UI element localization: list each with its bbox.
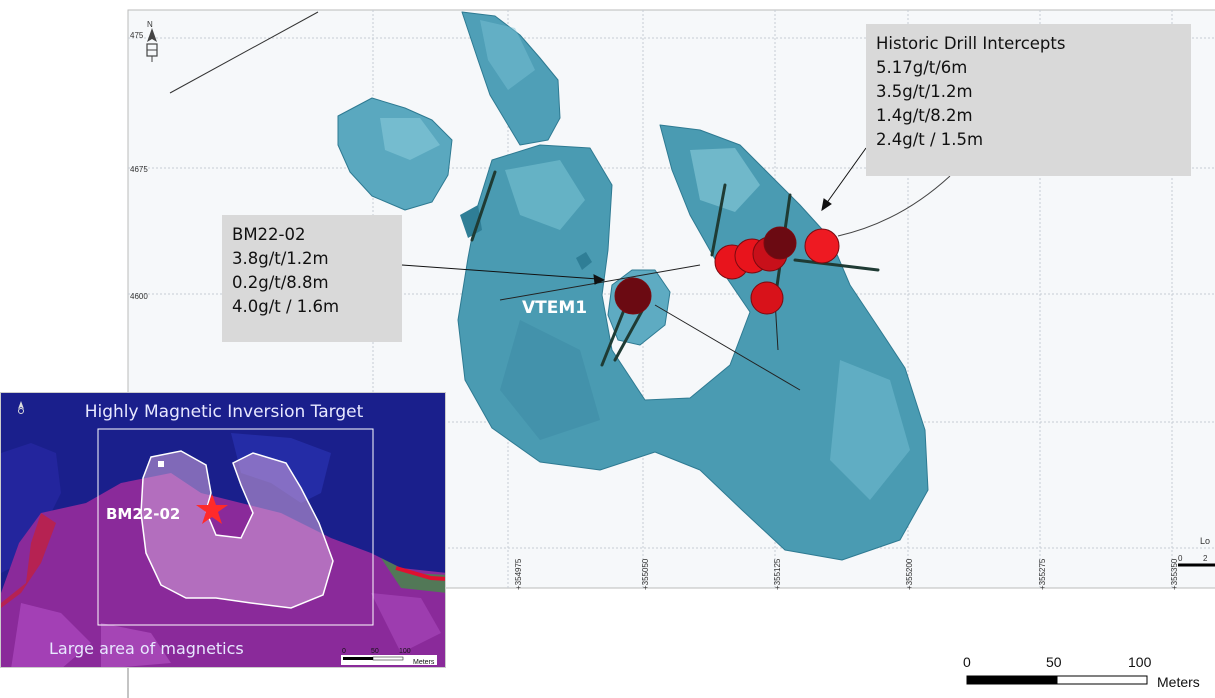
inset-north-icon xyxy=(18,401,24,414)
north-letter: N xyxy=(147,20,153,29)
scale-tick: 50 xyxy=(1046,654,1062,670)
callout-line: 0.2g/t/8.8m xyxy=(232,273,329,292)
inset-bottom-label: Large area of magnetics xyxy=(49,639,244,658)
scale-tick: 0 xyxy=(963,654,971,670)
bm22-02-star-icon xyxy=(196,494,228,524)
northing-tick: 4600 xyxy=(130,292,148,301)
callout-line: 3.5g/t/1.2m xyxy=(876,82,973,101)
edge-label: Lo xyxy=(1200,536,1211,546)
callout-line: 5.17g/t/6m xyxy=(876,58,968,77)
intercept-marker xyxy=(763,226,797,260)
bm22-02-callout: BM22-02 3.8g/t/1.2m 0.2g/t/8.8m 4.0g/t /… xyxy=(222,215,402,342)
northing-tick: 4675 xyxy=(130,165,148,174)
callout-line: 4.0g/t / 1.6m xyxy=(232,297,340,316)
easting-tick: +355200 xyxy=(905,558,914,590)
edge-label: 0 xyxy=(1178,554,1183,563)
callout-line: 2.4g/t / 1.5m xyxy=(876,130,984,149)
scale-bar: 0 50 100 Meters xyxy=(962,654,1202,694)
inset-scale-tick: 0 xyxy=(342,648,346,655)
inset-scale-tick: 100 xyxy=(399,648,411,655)
inset-scale-unit: Meters xyxy=(413,659,435,666)
body-north-arm xyxy=(461,11,561,146)
callout-line: 3.8g/t/1.2m xyxy=(232,249,329,268)
leader-lines xyxy=(401,147,867,285)
easting-tick: +355125 xyxy=(773,558,782,590)
easting-tick: +355050 xyxy=(641,558,650,590)
vtem1-label: VTEM1 xyxy=(522,298,588,318)
easting-tick: +355350 xyxy=(1170,558,1179,590)
survey-line xyxy=(169,11,319,94)
historic-drill-callout: Historic Drill Intercepts 5.17g/t/6m 3.5… xyxy=(866,24,1191,176)
scale-unit: Meters xyxy=(1157,674,1200,690)
inset-title: Highly Magnetic Inversion Target xyxy=(84,402,364,422)
north-arrow-icon xyxy=(146,28,158,62)
easting-tick: +354975 xyxy=(514,558,523,590)
intercept-marker xyxy=(750,281,784,315)
inset-scale-tick: 50 xyxy=(371,648,379,655)
easting-tick: +355275 xyxy=(1038,558,1047,590)
inset-magnetic-map: Highly Magnetic Inversion Target BM22-02… xyxy=(0,392,446,668)
arc-line xyxy=(837,175,951,237)
callout-line: 1.4g/t/8.2m xyxy=(876,106,973,125)
intercept-marker xyxy=(614,277,652,315)
intercept-marker xyxy=(804,228,840,264)
edge-label: 2 xyxy=(1203,554,1208,563)
callout-title: Historic Drill Intercepts xyxy=(876,34,1066,53)
scale-tick: 100 xyxy=(1128,654,1152,670)
inset-graphic xyxy=(1,393,445,667)
inset-marker-label: BM22-02 xyxy=(106,505,181,523)
drill-intercepts xyxy=(614,226,840,315)
northing-tick: 475 xyxy=(130,31,144,40)
scale-bar-graphic xyxy=(966,675,1148,685)
callout-title: BM22-02 xyxy=(232,225,306,244)
